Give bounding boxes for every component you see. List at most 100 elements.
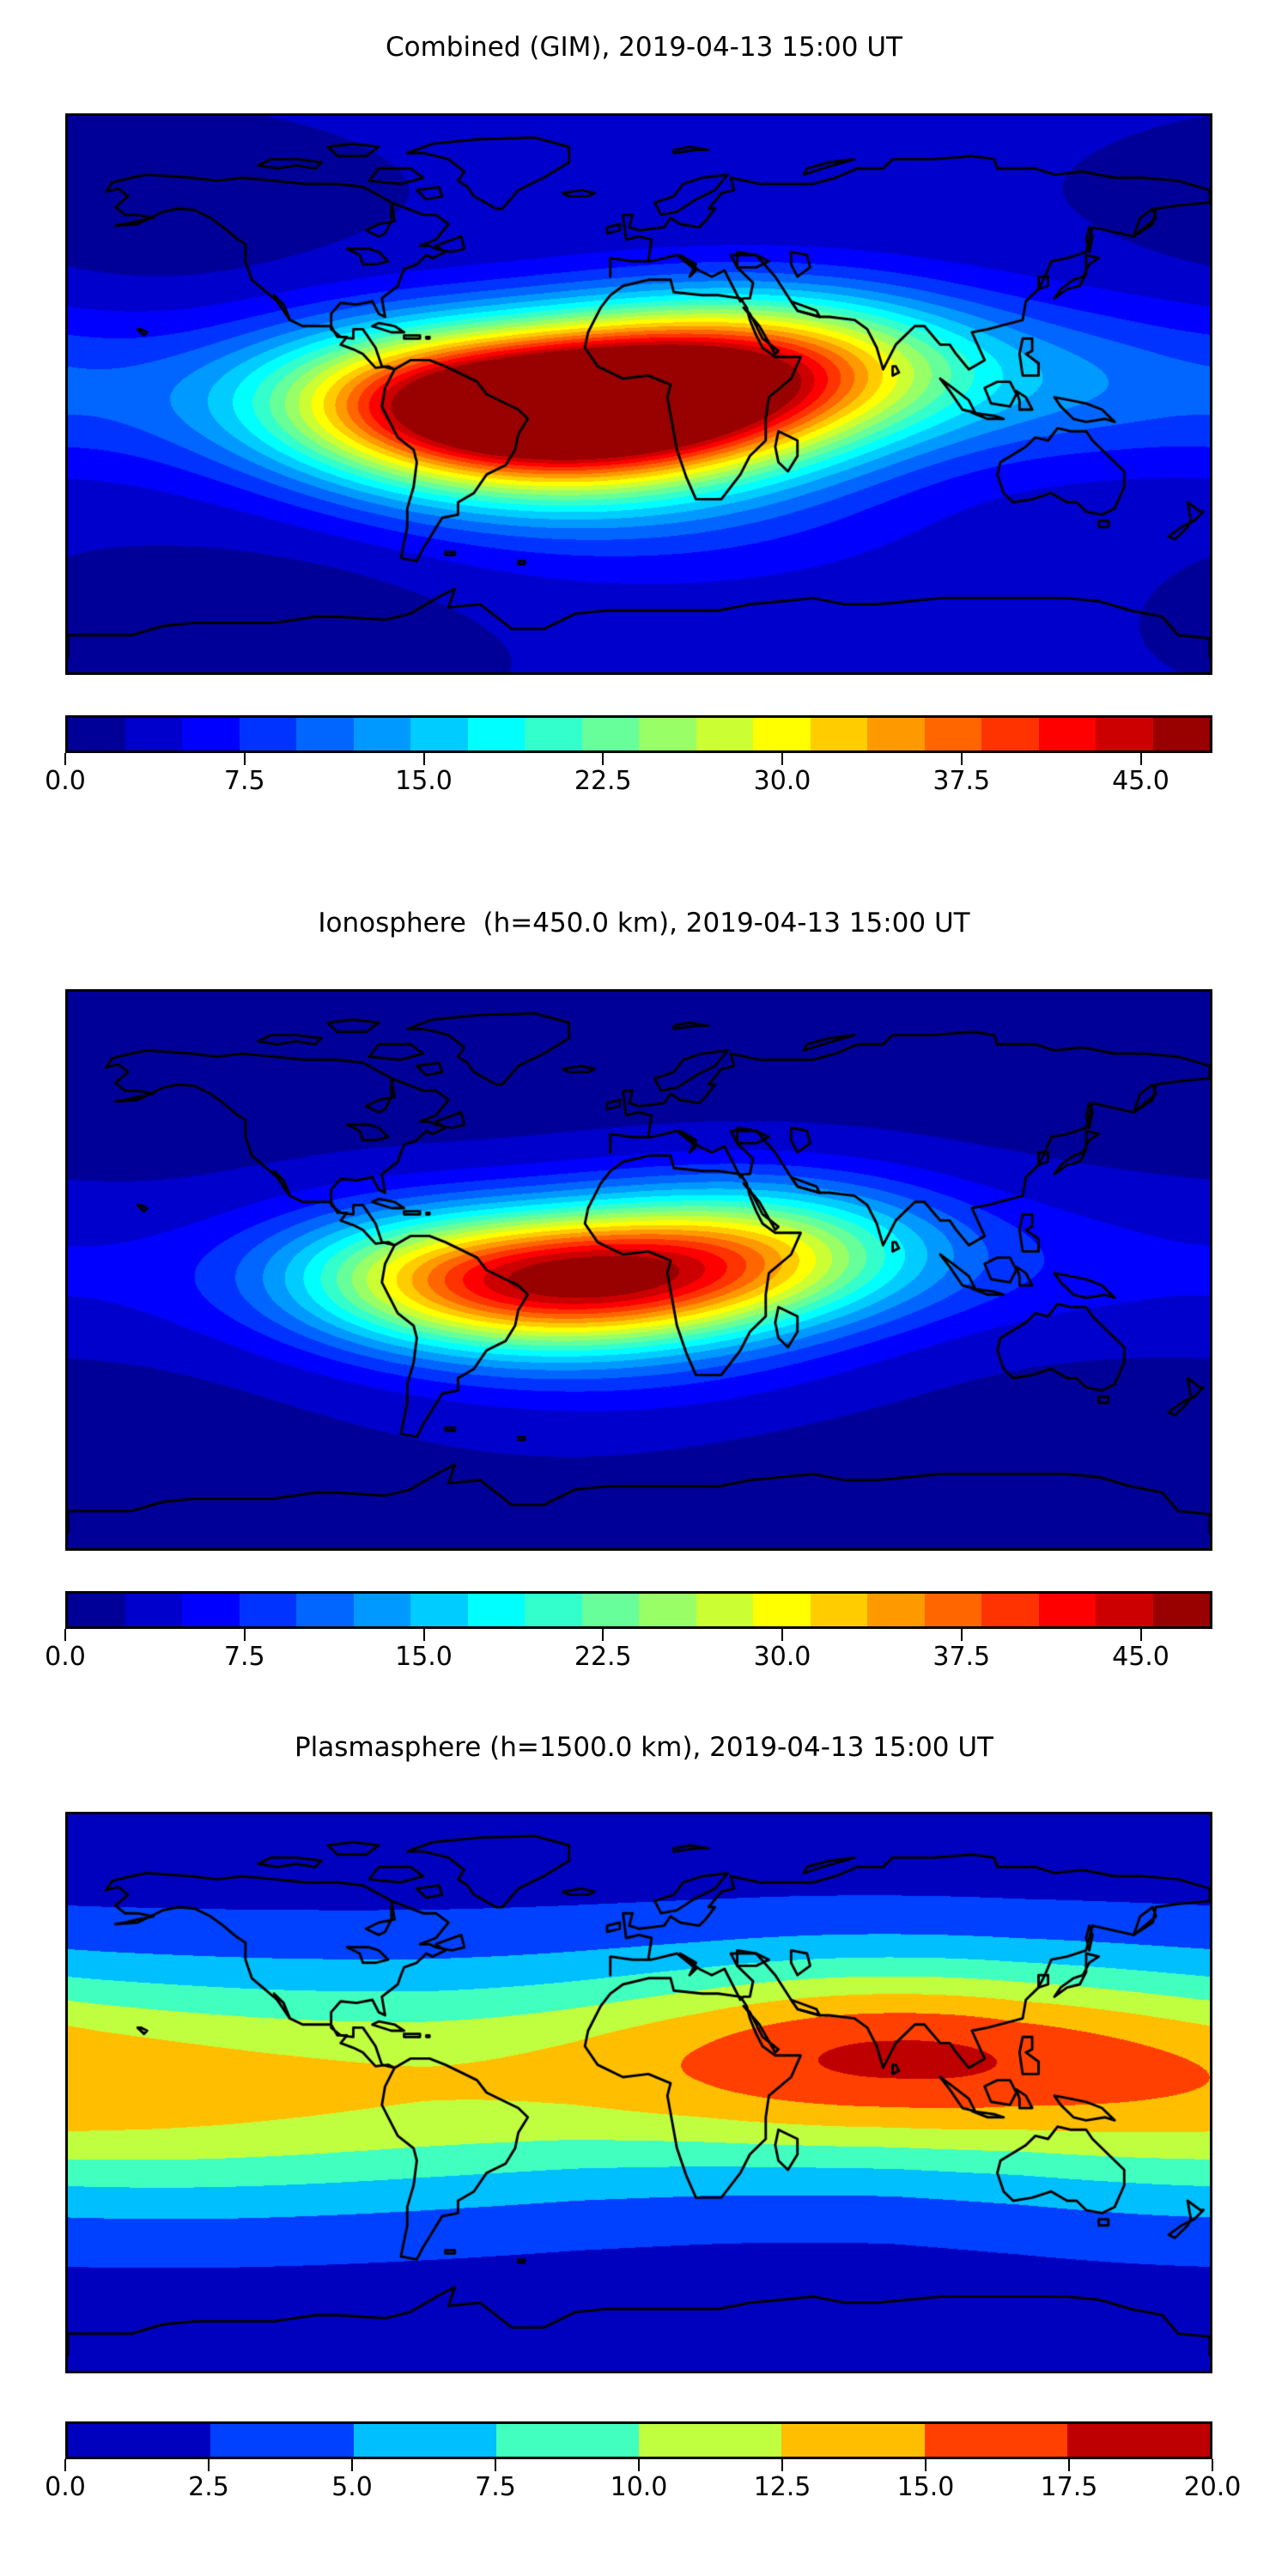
- colorbar-band: [639, 718, 696, 750]
- colorbar-tick-mark: [208, 2459, 210, 2471]
- colorbar-tick-label: 45.0: [1112, 766, 1170, 796]
- colorbar-combined: 0.0 7.5 15.0 22.5 30.0 37.5 45.0: [45, 715, 1212, 794]
- colorbar-tick-mark: [1139, 753, 1142, 765]
- colorbar-tick-mark: [351, 2459, 353, 2471]
- colorbar-tick-label: 7.5: [223, 766, 265, 796]
- panel-title-combined: Combined (GIM), 2019-04-13 15:00 UT: [386, 32, 902, 63]
- colorbar-tick-label: 30.0: [753, 1642, 811, 1672]
- colorbar-band: [182, 718, 240, 750]
- colorbar-band: [467, 1594, 525, 1626]
- colorbar-band: [495, 2424, 639, 2457]
- colorbar-tick-mark: [925, 2459, 927, 2471]
- colorbar-gradient-ionosphere: [65, 1591, 1212, 1629]
- colorbar-band: [68, 1594, 125, 1626]
- colorbar-tick-mark: [64, 2459, 66, 2471]
- colorbar-band: [981, 718, 1039, 750]
- colorbar-band: [125, 718, 182, 750]
- colorbar-band: [296, 718, 354, 750]
- colorbar-tick-label: 22.5: [574, 766, 632, 796]
- colorbar-tick-label: 15.0: [395, 1642, 453, 1672]
- colorbar-band: [1152, 1594, 1210, 1626]
- colorbar-tick-label: 12.5: [753, 2472, 811, 2502]
- colorbar-tick-label: 2.5: [188, 2472, 229, 2502]
- colorbar-band: [525, 718, 582, 750]
- colorbar-tick-mark: [64, 1629, 66, 1641]
- colorbar-tick-mark: [602, 753, 605, 765]
- colorbar-tick-mark: [638, 2459, 640, 2471]
- colorbar-band: [867, 718, 925, 750]
- colorbar-band: [410, 718, 468, 750]
- colorbar-band: [68, 718, 125, 750]
- colorbar-tick-mark: [64, 753, 66, 765]
- colorbar-band: [924, 2424, 1067, 2457]
- colorbar-tick-label: 37.5: [933, 766, 991, 796]
- colorbar-tick-mark: [422, 1629, 425, 1641]
- colorbar-band: [410, 1594, 468, 1626]
- panel-title-ionosphere: Ionosphere (h=450.0 km), 2019-04-13 15:0…: [318, 908, 970, 939]
- colorbar-tick-mark: [1139, 1629, 1142, 1641]
- colorbar-band: [1038, 1594, 1096, 1626]
- colorbar-gradient-combined: [65, 715, 1212, 753]
- colorbar-band: [639, 1594, 696, 1626]
- colorbar-band: [867, 1594, 925, 1626]
- colorbar-tick-label: 15.0: [395, 766, 453, 796]
- colorbar-tick-label: 5.0: [331, 2472, 373, 2502]
- colorbar-band: [753, 1594, 811, 1626]
- colorbar-tick-label: 22.5: [574, 1642, 632, 1672]
- colorbar-tick-label: 7.5: [223, 1642, 265, 1672]
- panel-title-plasmasphere: Plasmasphere (h=1500.0 km), 2019-04-13 1…: [294, 1732, 993, 1763]
- map-ionosphere: [65, 989, 1212, 1551]
- colorbar-tick-mark: [422, 753, 425, 765]
- colorbar-tick-label: 45.0: [1112, 1642, 1170, 1672]
- colorbar-ionosphere: 0.0 7.5 15.0 22.5 30.0 37.5 45.0: [45, 1591, 1212, 1670]
- colorbar-band: [1096, 718, 1153, 750]
- colorbar-band: [781, 2424, 925, 2457]
- colorbar-tick-mark: [781, 1629, 783, 1641]
- colorbar-band: [981, 1594, 1039, 1626]
- colorbar-band: [182, 1594, 240, 1626]
- colorbar-tick-mark: [495, 2459, 496, 2471]
- map-canvas-combined: [68, 116, 1210, 672]
- colorbar-tick-mark: [1068, 2459, 1070, 2471]
- colorbar-tick-mark: [243, 1629, 246, 1641]
- map-plasmasphere: [65, 1812, 1212, 2373]
- colorbar-band: [1066, 2424, 1210, 2457]
- colorbar-band: [68, 2424, 211, 2457]
- colorbar-band: [696, 718, 753, 750]
- colorbar-band: [753, 718, 811, 750]
- colorbar-band: [924, 718, 981, 750]
- colorbar-band: [125, 1594, 182, 1626]
- colorbar-tick-label: 15.0: [896, 2472, 955, 2502]
- colorbar-tick-mark: [960, 753, 963, 765]
- colorbar-band: [353, 1594, 410, 1626]
- colorbar-tick-mark: [602, 1629, 605, 1641]
- colorbar-tick-label: 0.0: [45, 1642, 86, 1672]
- colorbar-band: [581, 1594, 639, 1626]
- colorbar-band: [639, 2424, 782, 2457]
- colorbar-band: [296, 1594, 354, 1626]
- colorbar-band: [239, 718, 296, 750]
- colorbar-band: [581, 718, 639, 750]
- colorbar-tick-mark: [781, 2459, 783, 2471]
- colorbar-plasmasphere: 0.0 2.5 5.0 7.5 10.0 12.5 15.0 17.5 20.0: [45, 2421, 1241, 2500]
- colorbar-band: [924, 1594, 981, 1626]
- colorbar-tick-label: 7.5: [475, 2472, 516, 2502]
- colorbar-band: [525, 1594, 582, 1626]
- colorbar-band: [810, 718, 867, 750]
- colorbar-band: [1038, 718, 1096, 750]
- colorbar-tick-label: 10.0: [610, 2472, 668, 2502]
- colorbar-band: [467, 718, 525, 750]
- colorbar-band: [1096, 1594, 1153, 1626]
- colorbar-band: [353, 718, 410, 750]
- colorbar-tick-label: 20.0: [1183, 2472, 1242, 2502]
- map-canvas-plasmasphere: [68, 1814, 1210, 2371]
- colorbar-tick-mark: [243, 753, 246, 765]
- colorbar-tick-label: 0.0: [45, 2472, 86, 2502]
- colorbar-tick-mark: [781, 753, 783, 765]
- colorbar-gradient-plasmasphere: [65, 2421, 1212, 2459]
- colorbar-tick-label: 17.5: [1040, 2472, 1098, 2502]
- colorbar-band: [239, 1594, 296, 1626]
- colorbar-tick-mark: [1212, 2459, 1213, 2471]
- colorbar-band: [353, 2424, 496, 2457]
